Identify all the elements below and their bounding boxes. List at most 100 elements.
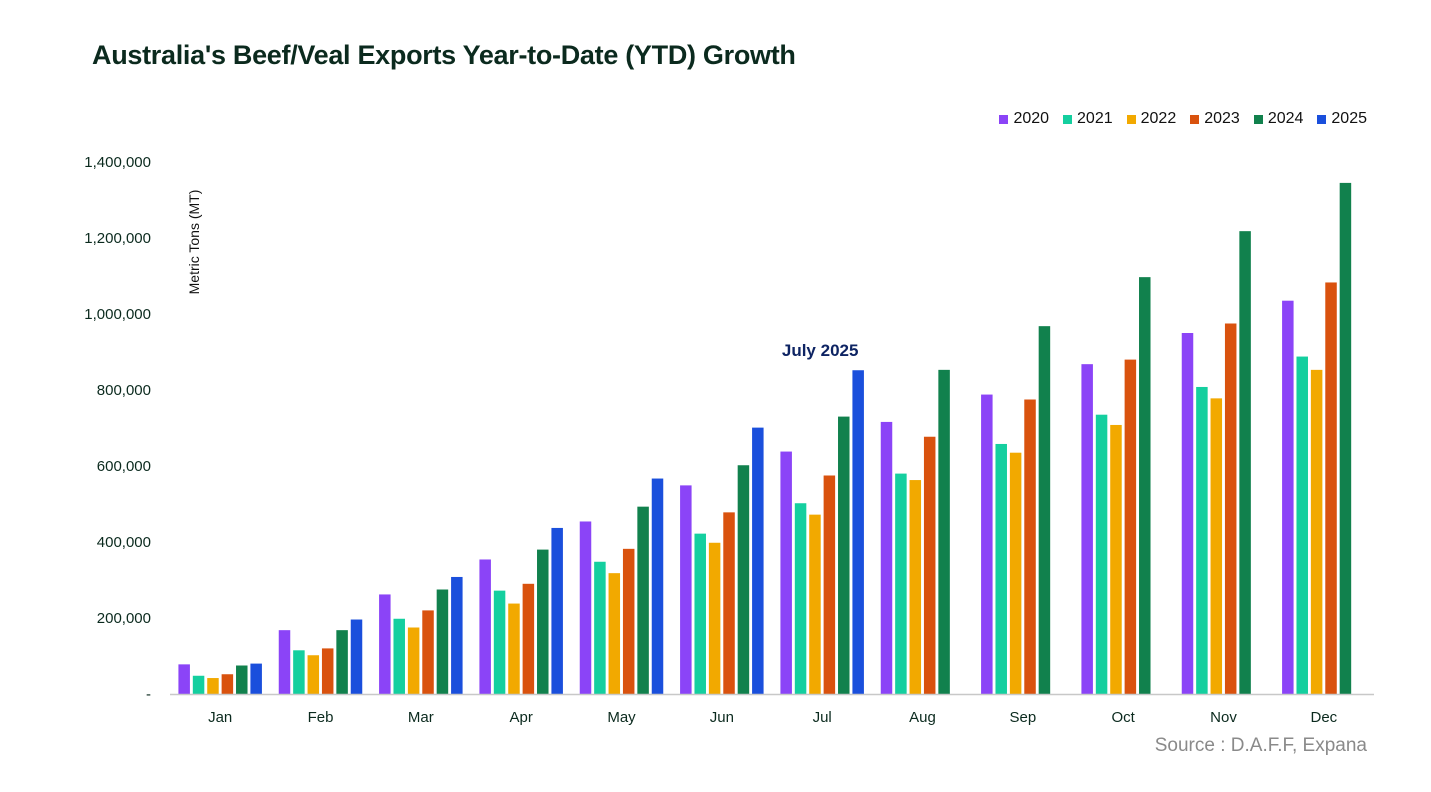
- bar-feb-2020: [278, 630, 291, 694]
- x-tick-label: Jun: [710, 709, 734, 726]
- bar-jun-2022: [708, 542, 721, 694]
- bar-feb-2025: [350, 619, 363, 694]
- bar-aug-2021: [895, 473, 907, 694]
- bar-apr-2022: [508, 603, 520, 694]
- bar-jan-2024: [236, 665, 248, 694]
- legend-label: 2022: [1140, 110, 1177, 127]
- bar-jun-2024: [737, 465, 750, 694]
- x-tick-label: Mar: [408, 709, 434, 726]
- bar-aug-2024: [938, 369, 950, 694]
- bar-nov-2024: [1239, 231, 1251, 694]
- legend-item-2023: 2023: [1190, 110, 1240, 128]
- x-tick-label: Oct: [1111, 709, 1135, 726]
- annotation-label: July 2025: [782, 341, 859, 360]
- legend-swatch: [1126, 114, 1136, 124]
- bar-jul-2021: [794, 503, 807, 694]
- bar-mar-2023: [422, 610, 434, 694]
- legend-label: 2020: [1013, 110, 1050, 127]
- bar-may-2022: [608, 573, 621, 694]
- bar-aug-2022: [909, 480, 922, 694]
- bar-dec-2021: [1296, 356, 1308, 694]
- bar-nov-2023: [1224, 323, 1237, 694]
- y-tick-label: 1,000,000: [84, 306, 151, 323]
- legend-swatch: [1190, 114, 1200, 124]
- bar-oct-2022: [1110, 424, 1122, 694]
- bar-nov-2021: [1196, 386, 1208, 694]
- x-tick-label: Sep: [1009, 709, 1036, 726]
- bar-mar-2025: [451, 576, 463, 694]
- legend-swatch: [1063, 114, 1073, 124]
- legend-item-2020: 2020: [999, 110, 1049, 128]
- bar-aug-2023: [923, 436, 936, 694]
- legend-item-2024: 2024: [1253, 110, 1304, 128]
- legend-item-2022: 2022: [1126, 110, 1177, 128]
- bar-jun-2021: [694, 533, 706, 694]
- bar-apr-2023: [522, 583, 535, 694]
- x-tick-label: Apr: [509, 709, 532, 726]
- x-tick-label: Nov: [1210, 709, 1237, 726]
- bar-sep-2024: [1038, 326, 1051, 694]
- x-tick-label: Aug: [909, 709, 936, 726]
- bar-feb-2024: [336, 630, 348, 694]
- bar-dec-2020: [1282, 300, 1294, 694]
- legend-swatch: [1317, 114, 1327, 124]
- legend-swatch: [1253, 114, 1263, 124]
- bar-may-2020: [579, 521, 592, 694]
- chart-title: Australia's Beef/Veal Exports Year-to-Da…: [92, 40, 796, 70]
- y-tick-label: 200,000: [97, 610, 151, 627]
- bar-oct-2020: [1081, 364, 1093, 694]
- bar-dec-2023: [1325, 282, 1337, 694]
- x-tick-label: Jul: [813, 709, 832, 726]
- bar-may-2024: [637, 506, 649, 694]
- y-tick-label: -: [146, 686, 151, 703]
- bar-nov-2022: [1210, 398, 1223, 694]
- bar-mar-2024: [436, 589, 449, 694]
- bar-sep-2023: [1024, 399, 1036, 694]
- y-tick-label: 600,000: [97, 458, 151, 475]
- legend-label: 2021: [1077, 110, 1113, 127]
- bar-jul-2024: [838, 416, 850, 694]
- bar-mar-2022: [407, 627, 420, 694]
- bar-dec-2024: [1339, 182, 1352, 694]
- x-tick-label: Dec: [1310, 709, 1337, 726]
- y-tick-label: 400,000: [97, 534, 151, 551]
- bar-may-2025: [651, 478, 664, 694]
- legend-label: 2023: [1204, 110, 1240, 127]
- x-tick-label: Feb: [308, 709, 334, 726]
- y-tick-label: 1,400,000: [84, 154, 151, 171]
- legend: 2020 2021 2022 2023 2024 2025: [999, 110, 1367, 128]
- bar-sep-2020: [981, 394, 993, 694]
- y-tick-label: 1,200,000: [84, 230, 151, 247]
- bar-sep-2021: [995, 443, 1007, 694]
- bar-feb-2023: [321, 648, 334, 694]
- bar-oct-2024: [1139, 277, 1151, 694]
- bar-jul-2022: [809, 514, 821, 694]
- bar-dec-2022: [1310, 369, 1323, 694]
- bar-oct-2021: [1095, 414, 1108, 694]
- bar-apr-2020: [479, 559, 491, 694]
- source-note: Source : D.A.F.F, Expana: [1154, 735, 1367, 756]
- bar-jan-2022: [207, 678, 219, 694]
- legend-label: 2024: [1267, 110, 1304, 127]
- y-axis-label: Metric Tons (MT): [186, 190, 202, 295]
- x-tick-label: May: [607, 709, 636, 726]
- bar-apr-2021: [493, 590, 506, 694]
- bar-feb-2021: [293, 650, 305, 694]
- legend-item-2025: 2025: [1317, 110, 1367, 128]
- bar-jun-2020: [680, 485, 692, 694]
- bar-jul-2023: [823, 475, 836, 694]
- legend-item-2021: 2021: [1063, 110, 1113, 128]
- bar-may-2021: [594, 561, 606, 694]
- bar-mar-2020: [379, 594, 391, 694]
- bar-jan-2020: [178, 664, 190, 694]
- bar-may-2023: [622, 548, 635, 694]
- bar-jul-2025: [852, 370, 864, 694]
- bar-apr-2024: [537, 549, 549, 694]
- x-tick-label: Jan: [208, 709, 232, 726]
- bar-jan-2023: [221, 674, 234, 694]
- bar-jan-2025: [250, 663, 262, 694]
- bar-jul-2020: [780, 451, 792, 694]
- bar-sep-2022: [1009, 452, 1022, 694]
- bar-apr-2025: [551, 527, 563, 694]
